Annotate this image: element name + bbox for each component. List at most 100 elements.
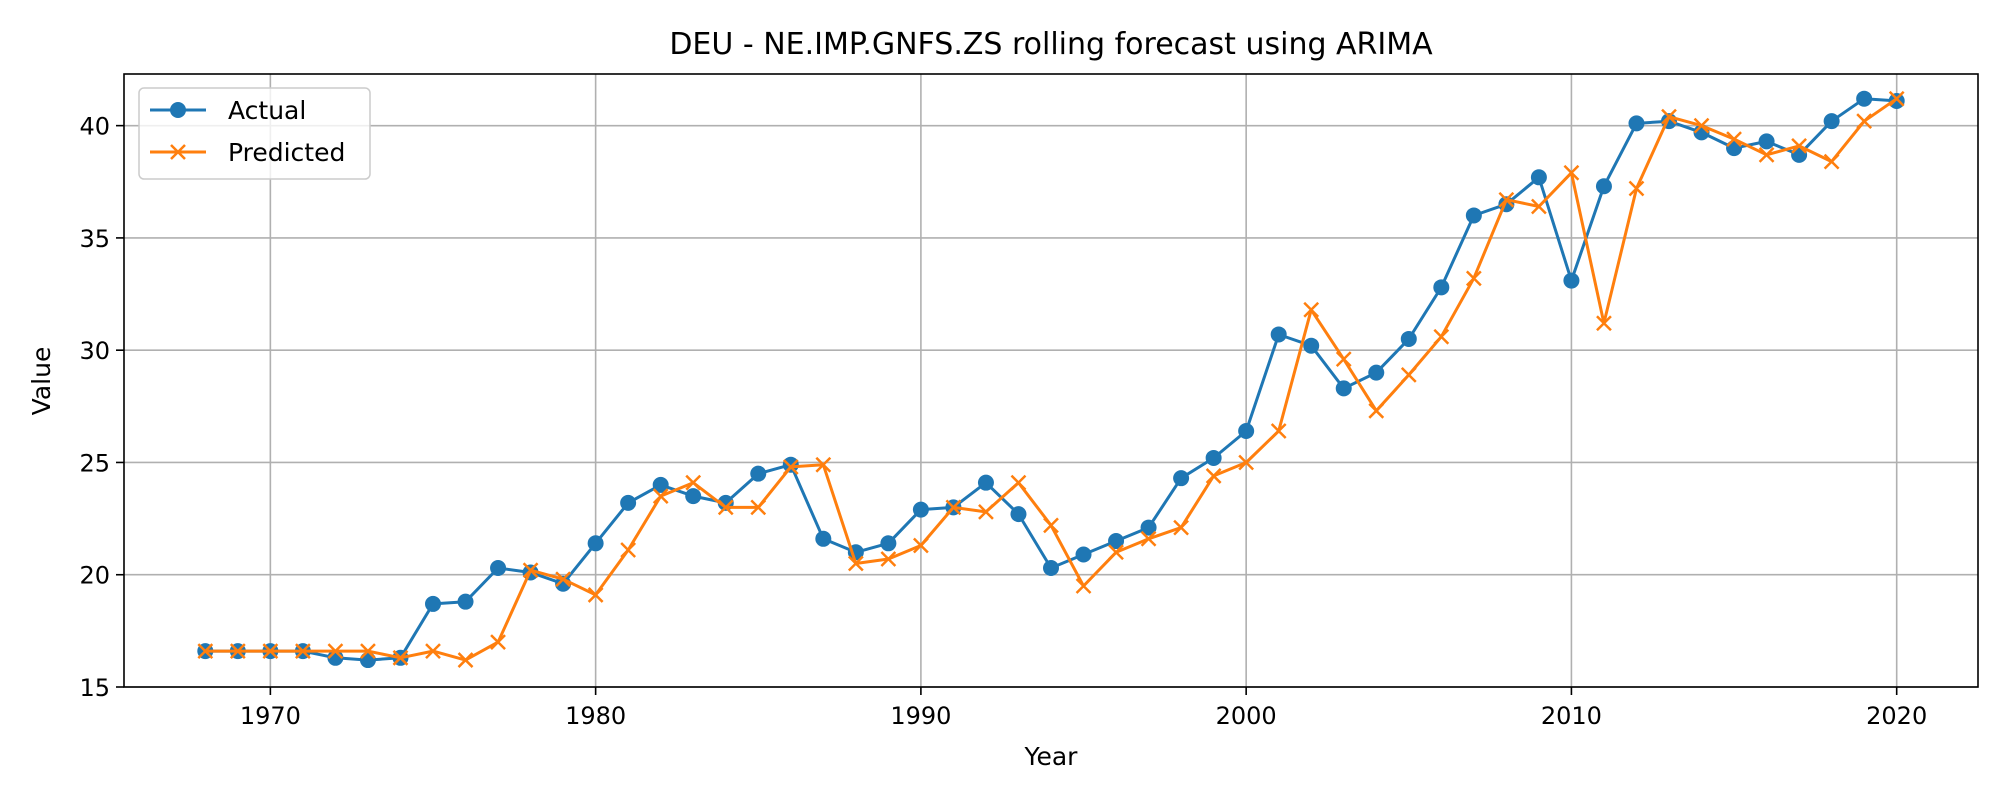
predicted-point bbox=[945, 499, 962, 516]
predicted-point bbox=[360, 643, 376, 659]
actual-point bbox=[425, 595, 441, 612]
actual-point bbox=[1075, 546, 1092, 563]
predicted-point bbox=[1010, 474, 1027, 491]
predicted-point bbox=[880, 551, 897, 567]
predicted-point bbox=[1465, 270, 1482, 287]
y-tick-label: 15 bbox=[79, 674, 110, 702]
actual-point bbox=[1173, 470, 1190, 487]
predicted-point bbox=[1140, 530, 1157, 547]
predicted-series bbox=[197, 90, 1905, 668]
predicted-point bbox=[1888, 90, 1905, 107]
axis-ticks: 1970 1980 1990 2000 2010 2020 15 20 25 30 35 40 bbox=[79, 113, 1927, 730]
x-tick-label: 1970 bbox=[240, 702, 301, 730]
predicted-point bbox=[229, 643, 246, 659]
series-layer bbox=[197, 90, 1905, 669]
y-tick-label: 30 bbox=[79, 337, 110, 365]
predicted-point bbox=[1108, 544, 1124, 561]
predicted-point bbox=[1531, 198, 1547, 215]
predicted-point bbox=[587, 587, 604, 603]
legend-actual-marker bbox=[170, 102, 186, 118]
actual-point bbox=[782, 456, 799, 473]
actual-point bbox=[1823, 113, 1840, 130]
predicted-point bbox=[1270, 423, 1287, 439]
predicted-point bbox=[1758, 146, 1775, 163]
x-tick-label: 2000 bbox=[1216, 702, 1277, 730]
predicted-point bbox=[1856, 113, 1873, 130]
y-tick-label: 20 bbox=[79, 562, 110, 590]
predicted-point bbox=[1173, 519, 1189, 536]
actual-point bbox=[1595, 178, 1612, 195]
predicted-point bbox=[1400, 367, 1417, 383]
actual-point bbox=[880, 535, 897, 552]
actual-point bbox=[1433, 279, 1450, 296]
actual-point bbox=[490, 559, 507, 576]
grid-lines bbox=[124, 74, 1978, 688]
x-axis-title: Year bbox=[1024, 742, 1079, 771]
x-tick-label: 2020 bbox=[1866, 702, 1927, 730]
y-tick-label: 35 bbox=[79, 225, 110, 253]
predicted-point bbox=[522, 562, 539, 579]
predicted-point bbox=[1238, 454, 1255, 471]
actual-point bbox=[1368, 364, 1385, 381]
actual-point bbox=[1140, 519, 1157, 536]
predicted-point bbox=[1596, 315, 1612, 332]
actual-point bbox=[1238, 423, 1255, 440]
predicted-point bbox=[1205, 468, 1222, 484]
predicted-point bbox=[327, 643, 344, 659]
predicted-point bbox=[457, 652, 474, 668]
actual-point bbox=[1465, 207, 1482, 224]
predicted-point bbox=[262, 643, 279, 659]
actual-point bbox=[1400, 330, 1417, 347]
actual-point bbox=[750, 465, 767, 482]
predicted-point bbox=[620, 542, 637, 558]
predicted-point bbox=[197, 643, 214, 659]
predicted-point bbox=[847, 555, 864, 572]
predicted-point bbox=[1693, 117, 1710, 134]
predicted-point bbox=[1791, 137, 1807, 154]
actual-point bbox=[1010, 506, 1027, 523]
actual-point bbox=[815, 530, 832, 547]
predicted-point bbox=[1563, 164, 1580, 181]
actual-series bbox=[197, 90, 1905, 669]
actual-point bbox=[1628, 115, 1645, 132]
legend-predicted-marker bbox=[170, 144, 186, 160]
actual-point bbox=[1758, 133, 1775, 150]
predicted-point bbox=[1628, 180, 1645, 197]
predicted-point bbox=[717, 499, 734, 516]
actual-point bbox=[652, 476, 669, 493]
plot-area-frame bbox=[123, 73, 1979, 688]
actual-point bbox=[1888, 92, 1905, 109]
predicted-point bbox=[1335, 351, 1352, 368]
legend-actual-label: Actual bbox=[228, 96, 306, 125]
predicted-point bbox=[1726, 131, 1742, 148]
predicted-point bbox=[1368, 402, 1385, 419]
predicted-point bbox=[978, 503, 994, 520]
x-tick-label: 1980 bbox=[565, 702, 626, 730]
predicted-point bbox=[295, 643, 311, 659]
y-axis-title: Value bbox=[27, 347, 56, 416]
predicted-point bbox=[425, 643, 441, 659]
actual-point bbox=[1303, 337, 1320, 354]
predicted-point bbox=[1303, 301, 1320, 318]
predicted-point bbox=[392, 649, 409, 666]
x-tick-label: 2010 bbox=[1541, 702, 1602, 730]
actual-point bbox=[457, 593, 474, 610]
actual-point bbox=[1205, 449, 1222, 466]
actual-point bbox=[1335, 380, 1352, 397]
predicted-point bbox=[815, 456, 832, 473]
actual-point bbox=[587, 535, 604, 552]
y-tick-label: 25 bbox=[79, 449, 110, 477]
actual-point bbox=[1108, 533, 1125, 550]
predicted-point bbox=[555, 571, 571, 588]
actual-point bbox=[685, 488, 702, 505]
x-tick-label: 1990 bbox=[890, 702, 951, 730]
actual-point bbox=[1530, 169, 1547, 186]
chart-title: DEU - NE.IMP.GNFS.ZS rolling forecast us… bbox=[669, 27, 1433, 62]
predicted-point bbox=[1043, 517, 1059, 534]
actual-point bbox=[1043, 559, 1059, 576]
predicted-point bbox=[913, 537, 929, 554]
predicted-point bbox=[750, 499, 767, 516]
actual-point bbox=[359, 652, 376, 669]
